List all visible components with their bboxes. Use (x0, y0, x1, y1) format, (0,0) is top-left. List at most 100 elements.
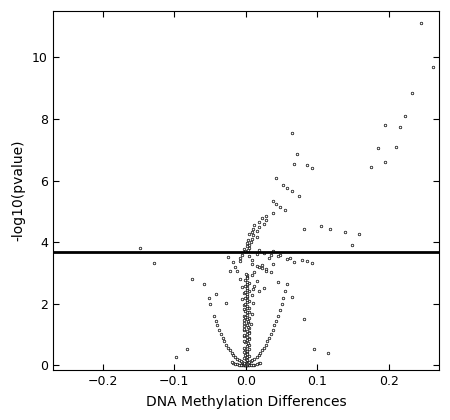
Point (327, 226, 334, 233)
Point (240, 348, 248, 355)
Point (243, 357, 250, 364)
Point (246, 314, 253, 321)
Point (245, 352, 252, 359)
Point (244, 360, 252, 367)
Point (236, 357, 243, 364)
Point (245, 362, 252, 368)
Point (272, 200, 279, 207)
Point (274, 312, 282, 319)
Point (242, 276, 249, 283)
Point (265, 254, 272, 261)
Point (246, 230, 253, 237)
Point (243, 281, 251, 288)
Point (249, 286, 256, 292)
Point (301, 226, 308, 233)
Point (243, 315, 250, 322)
Point (228, 349, 235, 356)
Point (245, 330, 252, 336)
Point (256, 360, 264, 366)
Point (270, 327, 277, 333)
Point (242, 362, 249, 369)
Point (243, 272, 250, 279)
Point (258, 262, 265, 269)
Point (267, 269, 274, 276)
Point (243, 284, 250, 291)
Point (237, 358, 244, 365)
Point (248, 235, 255, 242)
Point (241, 362, 248, 368)
Point (242, 301, 249, 308)
Point (237, 255, 244, 262)
Point (189, 275, 196, 282)
Point (256, 349, 264, 356)
Point (255, 360, 262, 367)
Point (270, 210, 277, 216)
Point (308, 165, 315, 172)
X-axis label: DNA Methylation Differences: DNA Methylation Differences (145, 395, 346, 409)
Point (244, 358, 252, 365)
Point (244, 341, 252, 348)
Point (248, 229, 255, 236)
Point (248, 257, 255, 263)
Point (242, 360, 249, 366)
Point (279, 182, 287, 189)
Point (243, 357, 251, 363)
Point (243, 239, 251, 246)
Point (246, 280, 253, 286)
Point (303, 162, 310, 168)
Point (262, 267, 270, 274)
Point (271, 322, 278, 329)
Point (228, 359, 235, 366)
Point (324, 349, 332, 356)
Point (246, 325, 253, 331)
Point (255, 219, 262, 226)
Point (241, 338, 248, 345)
Point (243, 334, 251, 341)
Point (278, 300, 285, 307)
Point (267, 331, 274, 337)
Point (355, 230, 362, 237)
Point (242, 307, 249, 314)
Point (247, 358, 254, 365)
Point (243, 242, 250, 249)
Point (243, 362, 250, 369)
Point (246, 359, 253, 366)
Point (270, 260, 277, 267)
Point (237, 362, 244, 368)
Point (282, 207, 289, 213)
Point (251, 361, 258, 368)
Point (367, 163, 374, 170)
Point (253, 233, 260, 240)
Point (225, 344, 232, 351)
Point (243, 321, 251, 328)
Point (408, 89, 415, 96)
Point (242, 248, 249, 255)
Point (260, 249, 267, 256)
Point (258, 346, 265, 353)
Point (296, 193, 303, 199)
Point (298, 257, 305, 263)
Point (242, 313, 249, 320)
Point (241, 290, 248, 297)
Point (243, 303, 250, 310)
Point (253, 354, 260, 360)
Point (210, 312, 217, 319)
Point (243, 343, 250, 350)
Point (242, 361, 249, 368)
Point (240, 312, 248, 319)
Point (238, 284, 246, 290)
Point (249, 362, 256, 368)
Point (246, 308, 253, 315)
Point (396, 123, 403, 130)
Point (241, 320, 248, 326)
Point (301, 315, 308, 322)
Point (264, 338, 271, 345)
Point (251, 269, 258, 276)
Point (289, 294, 296, 300)
Point (249, 357, 256, 364)
Point (244, 362, 252, 369)
Point (243, 337, 250, 344)
Point (244, 318, 252, 325)
Point (243, 331, 250, 337)
Point (274, 278, 282, 285)
